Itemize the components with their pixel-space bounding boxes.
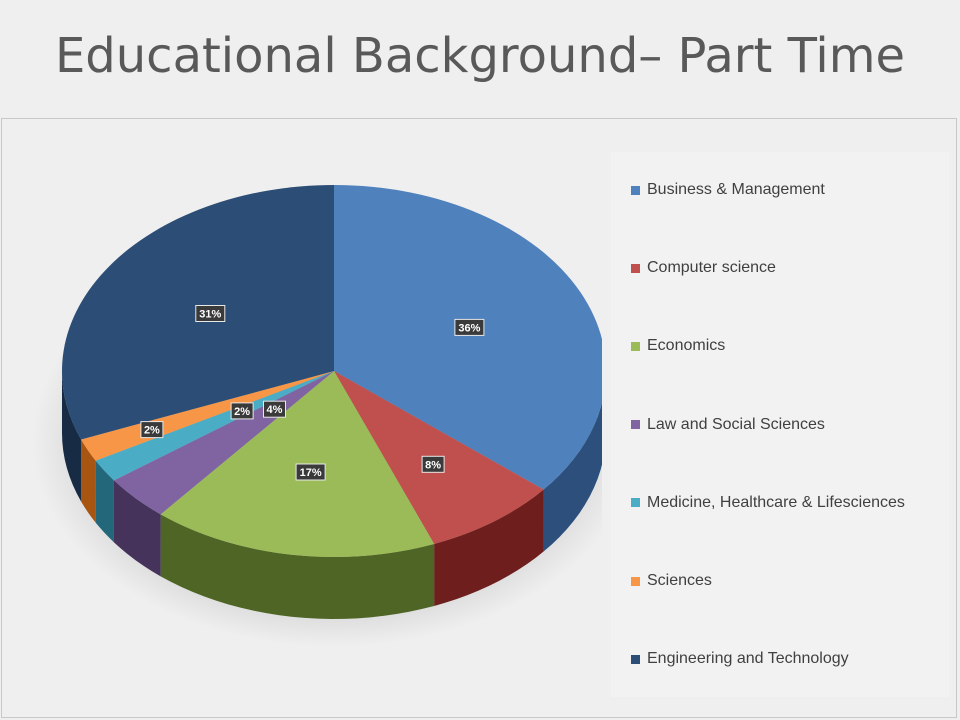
legend-label: Engineering and Technology [647,650,849,668]
pie-slice-side [160,514,435,619]
legend-item[interactable]: Economics [631,336,725,356]
chart-area: 36% 8% 17% 4% 2% 2% 31% Business & Management C… [1,118,957,718]
data-label-box [263,400,286,418]
data-label-text: 4% [267,404,283,416]
legend-item[interactable]: Law and Social Sciences [631,415,825,435]
data-label-box [295,463,326,481]
pie-chart: 36% 8% 17% 4% 2% 2% 31% [32,185,602,647]
data-label: 17% [295,463,326,481]
legend-label: Economics [647,337,726,355]
pie-slice-side [113,480,161,577]
data-label-box [195,305,226,322]
pie-slice-side [543,402,602,552]
legend-item[interactable]: Engineering and Technology [631,649,849,669]
legend-swatch [631,341,640,351]
legend-label: Medicine, Healthcare & Lifesciences [647,493,905,511]
data-label-text: 2% [234,406,250,418]
legend-swatch [631,263,640,273]
pie-slice-side [95,460,114,543]
data-label-box [230,402,254,420]
data-label-text: 8% [425,459,441,471]
data-label-box [454,318,485,336]
data-label: 31% [195,305,226,322]
data-label: 8% [421,455,445,473]
data-label-text: 36% [458,322,480,334]
data-label: 2% [230,402,254,420]
legend-swatch [631,185,640,195]
legend-item[interactable]: Computer science [631,258,776,278]
legend-label: Sciences [647,572,712,589]
data-label-box [140,421,164,439]
data-label: 2% [140,421,164,439]
data-label: 4% [263,400,286,418]
pie-slice-side [62,371,82,502]
legend-label: Law and Social Sciences [647,415,825,433]
legend-label: Computer science [647,259,776,277]
pie-slice-side [81,439,96,523]
legend-item[interactable]: Medicine, Healthcare & Lifesciences [631,493,905,513]
legend: Business & Management Computer science Eco… [611,152,949,697]
data-label-box [421,455,445,473]
legend-swatch [631,498,640,508]
pie-slice[interactable] [334,185,602,490]
pie-slice[interactable] [81,371,334,461]
pie-slice[interactable] [95,371,334,481]
data-label-text: 17% [300,467,322,479]
legend-swatch [631,654,640,664]
legend-swatch [631,576,640,586]
legend-item[interactable]: Sciences [631,571,712,591]
data-label: 36% [454,318,485,336]
slide-title: Educational Background– Part Time [54,28,906,84]
legend-label: Business & Management [647,181,825,198]
legend-item[interactable]: Business & Management [631,180,825,200]
data-label-text: 2% [144,425,160,437]
data-label-text: 31% [199,309,221,321]
legend-swatch [631,420,640,430]
pie-slice-side [434,489,544,606]
